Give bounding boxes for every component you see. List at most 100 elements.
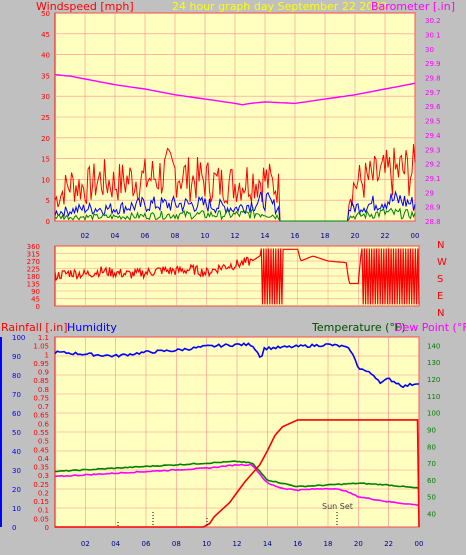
rain-tick: 0.3 [38, 472, 49, 480]
wind-x-tick: 02 [81, 232, 90, 240]
temp-x-tick: 22 [384, 540, 393, 548]
temperature-line [54, 460, 420, 490]
wind-x-tick: 12 [231, 232, 240, 240]
temp-x-tick: 18 [324, 540, 333, 548]
temp-grid [55, 336, 420, 528]
wind-direction-line [54, 248, 420, 305]
direction-tick: 225 [27, 266, 40, 274]
direction-tick: 315 [27, 251, 40, 259]
humidity-tick: 70 [12, 391, 21, 399]
compass-letter: N [437, 308, 444, 319]
rain-tick: 0.45 [33, 446, 49, 454]
rain-tick: 0.15 [33, 498, 49, 506]
barometer-tick: 29.9 [425, 60, 441, 68]
temp-x-tick: 10 [202, 540, 211, 548]
barometer-tick: 29.2 [425, 161, 441, 169]
rain-tick: 0.05 [33, 515, 49, 523]
barometer-line [54, 74, 416, 106]
temperature-tick: 50 [427, 494, 436, 502]
wind-x-tick: 06 [141, 232, 150, 240]
rain-tick: 0 [45, 524, 49, 532]
direction-tick: 90 [31, 288, 40, 296]
wind-series-gust [54, 144, 416, 222]
humidity-tick: 20 [12, 486, 21, 494]
temp-x-tick: 12 [233, 540, 242, 548]
wind-left-tick: 50 [41, 10, 50, 18]
rain-tick: 0.8 [38, 386, 49, 394]
wind-series-wind [54, 190, 416, 222]
humidity-label: Humidity [67, 321, 117, 334]
wind-left-tick: 40 [41, 52, 50, 60]
wind-left-tick: 5 [46, 197, 50, 205]
temperature-tick: 70 [427, 460, 436, 468]
barometer-tick: 29.7 [425, 89, 441, 97]
barometer-tick: 30.1 [425, 32, 441, 40]
dewpoint-line [54, 463, 420, 506]
direction-tick: 135 [27, 281, 40, 289]
barometer-tick: 29.6 [425, 103, 441, 111]
rain-tick: 0.2 [38, 489, 49, 497]
temp-x-tick: 04 [111, 540, 120, 548]
barometer-tick: 29.1 [425, 175, 441, 183]
compass-letter: W [437, 257, 447, 268]
wind-series-calm [54, 207, 416, 222]
humidity-tick: 10 [12, 505, 21, 513]
temp-x-tick: 02 [81, 540, 90, 548]
wind-left-tick: 15 [41, 156, 50, 164]
rainfall-label: Rainfall [.in] [1, 321, 68, 334]
direction-tick: 360 [27, 243, 40, 251]
temperature-tick: 100 [427, 410, 440, 418]
humidity-tick: 90 [12, 353, 21, 361]
wind-left-tick: 25 [41, 114, 50, 122]
rain-tick: 0.4 [38, 455, 50, 463]
temp-x-tick: 20 [354, 540, 363, 548]
temperature-label: Temperature (°F) [311, 321, 406, 334]
temperature-tick: 140 [427, 342, 440, 350]
temperature-tick: 40 [427, 511, 436, 519]
barometer-tick: 30.2 [425, 17, 441, 25]
temperature-tick: 130 [427, 359, 440, 367]
wind-left-tick: 0 [46, 218, 50, 226]
humidity-tick: 0 [12, 524, 16, 532]
barometer-tick: 29.3 [425, 146, 441, 154]
compass-letter: N [437, 240, 444, 251]
temp-series [54, 342, 420, 528]
barometer-tick: 29 [425, 189, 434, 197]
temperature-tick: 60 [427, 477, 436, 485]
temperature-tick: 80 [427, 443, 436, 451]
rain-tick: 0.65 [33, 412, 49, 420]
temp-axis-ticks: 010203040506070809010000.050.10.150.20.2… [12, 334, 440, 548]
temperature-tick: 110 [427, 393, 440, 401]
direction-series [54, 245, 420, 307]
rain-tick: 1 [45, 351, 49, 359]
barometer-tick: 29.4 [425, 132, 441, 140]
barometer-tick: 29.8 [425, 75, 441, 83]
rain-tick: 0.85 [33, 377, 49, 385]
barometer-tick: 28.9 [425, 204, 441, 212]
temp-x-tick: 08 [172, 540, 181, 548]
rain-tick: 0.9 [38, 369, 49, 377]
dewpoint-label: Dew Point (°F) [394, 321, 466, 334]
wind-series [54, 74, 416, 222]
wind-x-tick: 14 [261, 232, 270, 240]
humidity-tick: 40 [12, 448, 21, 456]
direction-tick: 0 [36, 303, 40, 311]
rain-tick: 1.05 [33, 343, 49, 351]
temp-x-tick: 00 [415, 540, 424, 548]
direction-tick: 180 [27, 273, 40, 281]
temp-x-tick: 14 [263, 540, 272, 548]
barometer-tick: 29.5 [425, 118, 441, 126]
wind-x-tick: 20 [351, 232, 360, 240]
rain-tick: 0.7 [38, 403, 49, 411]
barometer-tick: 28.8 [425, 218, 441, 226]
humidity-tick: 30 [12, 467, 21, 475]
wind-left-tick: 20 [41, 135, 50, 143]
rain-tick: 0.55 [33, 429, 49, 437]
wind-x-tick: 22 [381, 232, 390, 240]
barometer-label: Barometer [.in] [371, 0, 455, 13]
compass-letter: S [437, 274, 443, 285]
humidity-tick: 80 [12, 372, 21, 380]
